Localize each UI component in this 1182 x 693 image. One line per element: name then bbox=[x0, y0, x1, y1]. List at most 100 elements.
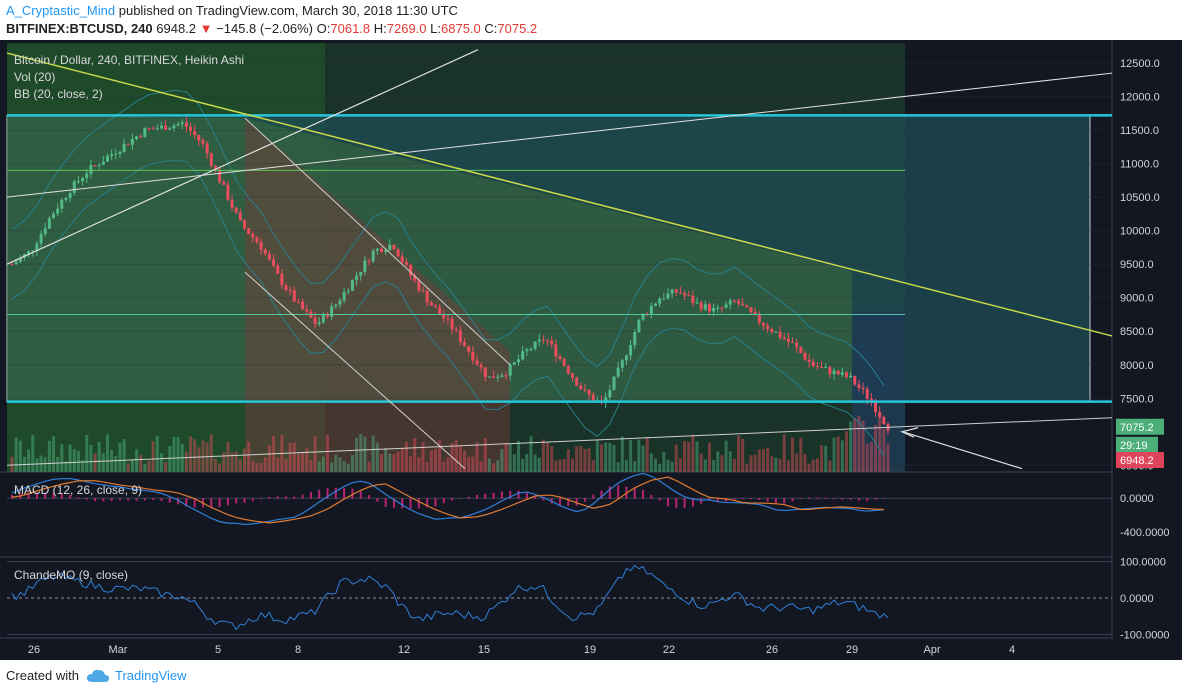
volume-bar bbox=[130, 459, 134, 472]
candle-body bbox=[321, 314, 325, 323]
candle-body bbox=[874, 402, 878, 413]
macd-histogram-bar bbox=[741, 498, 744, 500]
volume-bar bbox=[242, 448, 246, 472]
candle-body bbox=[496, 376, 500, 378]
candle-body bbox=[546, 340, 550, 342]
close-value: 7075.2 bbox=[497, 21, 538, 36]
macd-histogram-bar bbox=[700, 498, 703, 504]
volume-bar bbox=[840, 440, 844, 472]
volume-bar bbox=[305, 448, 309, 472]
volume-bar bbox=[712, 459, 716, 472]
candle-body bbox=[778, 331, 782, 338]
candle-body bbox=[209, 153, 213, 166]
macd-histogram-bar bbox=[85, 498, 88, 500]
bb-upper bbox=[11, 89, 885, 386]
volume-bar bbox=[849, 421, 853, 472]
macd-histogram-bar bbox=[666, 498, 669, 507]
volume-bar bbox=[616, 462, 620, 472]
volume-bar bbox=[105, 434, 109, 472]
candle-body bbox=[334, 304, 338, 307]
macd-histogram-bar bbox=[409, 498, 412, 509]
candle-body bbox=[342, 291, 346, 301]
macd-histogram-bar bbox=[226, 498, 229, 506]
volume-bar bbox=[68, 444, 72, 472]
volume-bar bbox=[483, 437, 487, 472]
candle-body bbox=[579, 385, 583, 390]
time-tick-label: 8 bbox=[295, 644, 301, 656]
candle-body bbox=[629, 345, 633, 356]
volume-bar bbox=[861, 420, 865, 472]
volume-bar bbox=[562, 459, 566, 472]
volume-bar bbox=[255, 463, 259, 472]
candle-body bbox=[143, 128, 147, 137]
macd-histogram-bar bbox=[600, 490, 603, 499]
volume-bar bbox=[882, 428, 886, 472]
volume-bar bbox=[504, 443, 508, 472]
candle-body bbox=[828, 366, 832, 375]
candle-body bbox=[654, 303, 658, 306]
volume-bar bbox=[575, 446, 579, 472]
candle-body bbox=[658, 298, 662, 304]
volume-bar bbox=[143, 463, 147, 472]
candle-body bbox=[288, 289, 292, 291]
macd-histogram-bar bbox=[475, 494, 478, 499]
candle-body bbox=[367, 260, 371, 262]
candle-body bbox=[184, 122, 188, 127]
candle-body bbox=[475, 360, 479, 365]
volume-bar bbox=[122, 439, 126, 472]
volume-bar bbox=[429, 450, 433, 472]
candle-body bbox=[691, 295, 695, 303]
author-link[interactable]: A_Cryptastic_Mind bbox=[6, 3, 116, 18]
macd-histogram-bar bbox=[285, 496, 288, 499]
volume-bar bbox=[247, 441, 251, 472]
volume-bar bbox=[76, 450, 80, 472]
candle-body bbox=[392, 244, 396, 250]
candle-body bbox=[371, 250, 375, 262]
volume-bar bbox=[458, 446, 462, 472]
volume-bar bbox=[10, 456, 14, 472]
macd-histogram-bar bbox=[459, 498, 462, 499]
volume-bar bbox=[43, 457, 47, 472]
candle-body bbox=[201, 140, 205, 144]
candle-body bbox=[811, 361, 815, 366]
candle-body bbox=[521, 351, 525, 360]
candle-body bbox=[533, 341, 537, 349]
volume-bar bbox=[52, 436, 56, 472]
macd-histogram-bar bbox=[77, 497, 80, 499]
candle-body bbox=[176, 124, 180, 126]
volume-bar bbox=[371, 435, 375, 472]
price-badge bbox=[1116, 452, 1164, 468]
price-tick-label: 9500.0 bbox=[1120, 259, 1154, 271]
volume-bar bbox=[728, 451, 732, 472]
volume-bar bbox=[81, 460, 85, 472]
volume-bar bbox=[18, 440, 22, 472]
macd-histogram-bar bbox=[143, 498, 146, 501]
macd-histogram-bar bbox=[857, 498, 860, 501]
candle-body bbox=[591, 394, 595, 401]
candle-body bbox=[230, 199, 234, 208]
volume-bar bbox=[857, 415, 861, 472]
volume-bar bbox=[745, 463, 749, 472]
candle-body bbox=[114, 153, 118, 155]
macd-histogram-bar bbox=[384, 498, 387, 507]
chart-canvas[interactable]: 12500.0 12000.0 11500.0 11000.0 10500.0 10000… bbox=[0, 40, 1182, 660]
candle-body bbox=[878, 412, 882, 417]
macd-histogram-bar bbox=[849, 498, 852, 500]
candle-body bbox=[707, 304, 711, 312]
candle-body bbox=[753, 312, 757, 315]
volume-bar bbox=[658, 463, 662, 472]
candle-body bbox=[326, 314, 330, 317]
macd-histogram-bar bbox=[774, 498, 777, 504]
down-arrow-icon: ▼ bbox=[199, 21, 213, 36]
candle-body bbox=[222, 182, 226, 185]
published-text: published on TradingView.com, March 30, … bbox=[118, 3, 458, 18]
tradingview-link[interactable]: TradingView bbox=[114, 668, 187, 683]
candle-body bbox=[757, 314, 761, 323]
candle-body bbox=[247, 228, 251, 234]
volume-bar bbox=[189, 436, 193, 472]
candle-body bbox=[815, 365, 819, 367]
volume-bar bbox=[72, 449, 76, 472]
macd-histogram-bar bbox=[658, 498, 661, 501]
volume-bar bbox=[608, 442, 612, 472]
macd-histogram-bar bbox=[866, 498, 869, 501]
